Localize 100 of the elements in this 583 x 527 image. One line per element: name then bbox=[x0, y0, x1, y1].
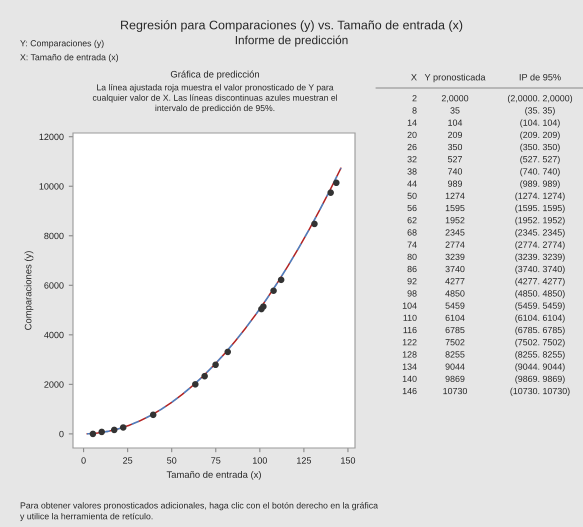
text: 56 bbox=[407, 204, 417, 212]
x-axis-title: Tamaño de entrada (x) bbox=[166, 471, 261, 480]
text: (2774. 2774) bbox=[515, 241, 565, 250]
text: 92 bbox=[408, 278, 417, 284]
text: (6104. 6104) bbox=[515, 314, 565, 323]
text: 989 bbox=[448, 180, 462, 187]
text: X bbox=[411, 74, 417, 80]
text: (104. 104) bbox=[520, 119, 560, 128]
point bbox=[260, 303, 267, 310]
text: (4850. 4850) bbox=[515, 290, 565, 298]
text: (740. 740) bbox=[520, 168, 560, 176]
text: 9869 bbox=[446, 376, 464, 382]
text: 14 bbox=[408, 120, 417, 126]
x-tick-label: 150 bbox=[341, 457, 356, 464]
text: (7502. 7502) bbox=[515, 338, 565, 348]
point bbox=[212, 362, 219, 368]
text: 3239 bbox=[445, 254, 464, 260]
text: 740 bbox=[448, 168, 462, 175]
y-axis-title: Comparaciones (y) bbox=[24, 251, 34, 330]
text: 128 bbox=[402, 351, 417, 358]
point bbox=[110, 426, 118, 434]
text: (5459. 5459) bbox=[515, 302, 565, 311]
text: (3740. 3740) bbox=[515, 266, 565, 274]
chart-title: Regresión para Comparaciones (y) vs. Tamaño de entrada (x) bbox=[121, 20, 462, 32]
text: Y pronosticada bbox=[424, 74, 486, 82]
text: (3239. 3239) bbox=[515, 253, 565, 262]
chart-subtitle: Informe de predicción bbox=[236, 35, 348, 47]
text: Y: Comparaciones (y) bbox=[20, 40, 104, 48]
x-tick-label: 25 bbox=[123, 457, 132, 464]
x-tick-label: 125 bbox=[297, 457, 312, 464]
y-tick-label: 2000 bbox=[44, 381, 64, 388]
point bbox=[150, 412, 156, 418]
text: 38 bbox=[407, 168, 417, 175]
text: 9044 bbox=[446, 363, 465, 370]
point bbox=[224, 348, 232, 356]
y-tick-label: 10000 bbox=[40, 183, 64, 190]
text: 4850 bbox=[445, 290, 465, 297]
text: 35 bbox=[450, 107, 460, 114]
text: 32 bbox=[407, 156, 417, 162]
text: 5459 bbox=[445, 302, 464, 309]
text: 110 bbox=[404, 314, 417, 321]
text: (527. 527) bbox=[520, 156, 560, 164]
text: 2345 bbox=[446, 229, 465, 236]
text: (2,0000. 2,0000) bbox=[508, 94, 572, 104]
text: (209. 209) bbox=[520, 131, 560, 140]
text: 68 bbox=[408, 229, 417, 236]
text: 2 bbox=[412, 95, 417, 102]
x-tick-label: 50 bbox=[167, 457, 176, 464]
text: 4277 bbox=[445, 278, 464, 284]
text: Gráfica de predicción bbox=[170, 70, 260, 80]
text: (1952. 1952) bbox=[515, 216, 565, 226]
point bbox=[327, 189, 334, 196]
point bbox=[90, 430, 96, 438]
x-tick-label: 0 bbox=[81, 457, 86, 464]
text: 104 bbox=[402, 302, 417, 309]
point bbox=[120, 424, 126, 431]
text: (9869. 9869) bbox=[515, 375, 565, 384]
text: (350. 350) bbox=[520, 144, 560, 152]
point bbox=[201, 372, 208, 380]
text: X: Tamaño de entrada (x) bbox=[20, 54, 118, 62]
text: La línea ajustada roja muestra el valor pronosticado de Y para cualquier valor de X. Las líneas discontinuas azules muestran el intervalo de predicción de 95%. bbox=[92, 84, 337, 113]
text: 1595 bbox=[446, 204, 465, 212]
text: 140 bbox=[402, 376, 417, 382]
text: (2345. 2345) bbox=[515, 229, 565, 238]
text: (6785. 6785) bbox=[515, 326, 565, 335]
y-tick-label: 4000 bbox=[44, 332, 64, 338]
text: 7502 bbox=[446, 339, 464, 346]
text: 74 bbox=[408, 242, 417, 248]
text: (4277. 4277) bbox=[515, 278, 565, 286]
text: 350 bbox=[448, 144, 462, 150]
text: 50 bbox=[407, 192, 417, 199]
y-tick-label: 8000 bbox=[44, 232, 64, 240]
y-tick-label: 6000 bbox=[44, 282, 64, 289]
text: 527 bbox=[448, 156, 462, 162]
text: Para obtener valores pronosticados adicionales, haga clic con el botón derecho en la gráfica y utilice la herramienta de retículo. bbox=[20, 502, 378, 522]
text: (1595. 1595) bbox=[515, 204, 565, 213]
text: 8 bbox=[412, 107, 417, 114]
point bbox=[333, 180, 340, 186]
text: (9044. 9044) bbox=[515, 363, 565, 372]
text: (989. 989) bbox=[520, 180, 560, 189]
text: 209 bbox=[448, 132, 462, 138]
text: 6785 bbox=[446, 326, 465, 334]
text: (8255. 8255) bbox=[515, 351, 565, 360]
y-tick-label: 0 bbox=[59, 430, 64, 438]
text: 26 bbox=[408, 144, 417, 150]
text: 1274 bbox=[446, 192, 465, 199]
point bbox=[192, 381, 199, 388]
text: 6104 bbox=[446, 314, 465, 321]
point bbox=[270, 287, 277, 294]
text: IP de 95% bbox=[520, 74, 561, 80]
text: 10730 bbox=[443, 388, 468, 394]
y-tick-label: 12000 bbox=[40, 134, 64, 140]
text: 116 bbox=[404, 326, 417, 334]
text: 146 bbox=[402, 388, 417, 394]
text: (1274. 1274) bbox=[515, 192, 565, 201]
x-tick-label: 100 bbox=[252, 457, 268, 464]
text: 86 bbox=[408, 266, 417, 272]
text: 8255 bbox=[446, 351, 465, 358]
text: 62 bbox=[408, 217, 417, 224]
line-series bbox=[86, 167, 342, 435]
